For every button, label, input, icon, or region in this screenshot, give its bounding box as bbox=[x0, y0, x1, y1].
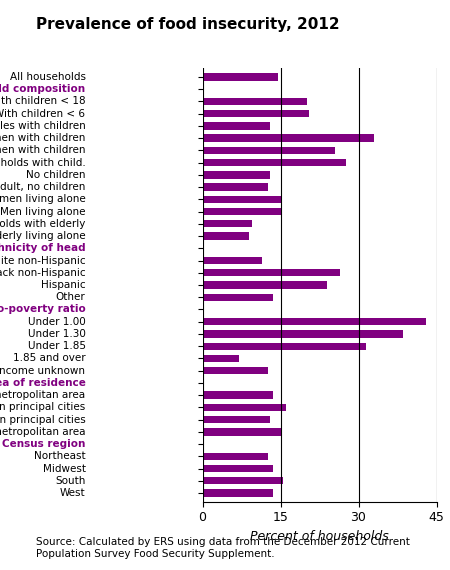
Text: South: South bbox=[55, 476, 86, 486]
Bar bbox=[202, 392, 273, 399]
Text: Inside metropolitan area: Inside metropolitan area bbox=[0, 390, 86, 400]
Bar bbox=[202, 343, 366, 350]
Text: Married-couples with children: Married-couples with children bbox=[0, 121, 86, 131]
Bar bbox=[202, 367, 267, 374]
Text: Black non-Hispanic: Black non-Hispanic bbox=[0, 268, 86, 278]
Bar bbox=[202, 416, 270, 424]
Text: Under 1.30: Under 1.30 bbox=[27, 329, 86, 339]
Text: Area of residence: Area of residence bbox=[0, 378, 86, 388]
Text: In principal cities: In principal cities bbox=[0, 402, 86, 412]
Bar bbox=[202, 159, 346, 166]
Text: Single men with children: Single men with children bbox=[0, 145, 86, 156]
Text: West: West bbox=[60, 488, 86, 498]
Bar bbox=[202, 135, 374, 142]
Bar bbox=[202, 122, 270, 129]
Text: Northeast: Northeast bbox=[34, 451, 86, 461]
Text: Other: Other bbox=[56, 292, 86, 302]
Text: Midwest: Midwest bbox=[42, 463, 86, 474]
Text: Race/ethnicity of head: Race/ethnicity of head bbox=[0, 243, 86, 253]
Text: Under 1.00: Under 1.00 bbox=[28, 317, 86, 327]
Bar bbox=[202, 404, 286, 411]
Bar bbox=[202, 110, 309, 117]
Bar bbox=[202, 355, 239, 362]
Bar bbox=[202, 233, 249, 240]
Text: Hispanic: Hispanic bbox=[41, 280, 86, 290]
Text: Single women with children: Single women with children bbox=[0, 133, 86, 143]
Bar bbox=[202, 428, 280, 435]
Bar bbox=[202, 220, 252, 227]
Text: Income-to-poverty ratio: Income-to-poverty ratio bbox=[0, 304, 86, 315]
Bar bbox=[202, 171, 270, 178]
Text: Prevalence of food insecurity, 2012: Prevalence of food insecurity, 2012 bbox=[36, 17, 340, 32]
Bar bbox=[202, 196, 280, 203]
Bar bbox=[202, 257, 262, 264]
Text: Women living alone: Women living alone bbox=[0, 194, 86, 204]
Bar bbox=[202, 146, 335, 154]
Bar bbox=[202, 330, 403, 337]
Bar bbox=[202, 477, 283, 484]
X-axis label: Percent of households: Percent of households bbox=[250, 530, 389, 543]
Bar bbox=[202, 294, 273, 301]
Text: White non-Hispanic: White non-Hispanic bbox=[0, 255, 86, 266]
Bar bbox=[202, 208, 280, 215]
Text: Outside metropolitan area: Outside metropolitan area bbox=[0, 427, 86, 437]
Text: Men living alone: Men living alone bbox=[0, 206, 86, 217]
Bar bbox=[202, 318, 426, 325]
Bar bbox=[202, 269, 340, 276]
Text: Income unknown: Income unknown bbox=[0, 366, 86, 376]
Text: Elderly living alone: Elderly living alone bbox=[0, 231, 86, 241]
Text: With children < 18: With children < 18 bbox=[0, 96, 86, 107]
Text: More than one adult, no children: More than one adult, no children bbox=[0, 182, 86, 192]
Bar bbox=[202, 74, 278, 80]
Text: Census region: Census region bbox=[2, 439, 86, 449]
Text: Not in principal cities: Not in principal cities bbox=[0, 414, 86, 425]
Text: 1.85 and over: 1.85 and over bbox=[13, 353, 86, 364]
Bar bbox=[202, 98, 306, 105]
Bar bbox=[202, 282, 327, 288]
Bar bbox=[202, 465, 273, 472]
Text: Household composition: Household composition bbox=[0, 84, 86, 94]
Text: Source: Calculated by ERS using data from the December 2012 Current
Population S: Source: Calculated by ERS using data fro… bbox=[36, 537, 410, 559]
Bar bbox=[202, 490, 273, 496]
Text: With children < 6: With children < 6 bbox=[0, 109, 86, 119]
Bar bbox=[202, 184, 267, 191]
Text: Households with elderly: Households with elderly bbox=[0, 219, 86, 229]
Text: All households: All households bbox=[9, 72, 86, 82]
Bar bbox=[202, 453, 267, 460]
Text: Other households with child.: Other households with child. bbox=[0, 158, 86, 168]
Text: No children: No children bbox=[26, 170, 86, 180]
Text: Under 1.85: Under 1.85 bbox=[27, 341, 86, 351]
